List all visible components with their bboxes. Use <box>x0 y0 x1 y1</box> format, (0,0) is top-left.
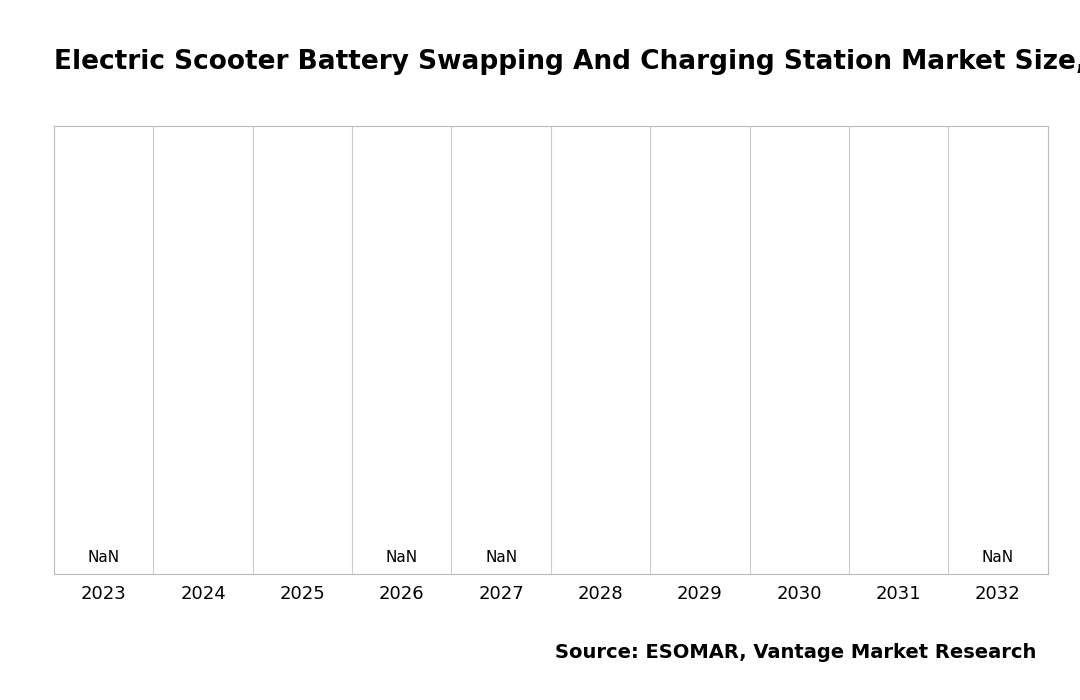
Bar <box>260 126 345 574</box>
Bar <box>459 126 543 574</box>
Text: Source: ESOMAR, Vantage Market Research: Source: ESOMAR, Vantage Market Research <box>555 643 1037 662</box>
Bar <box>757 126 841 574</box>
Text: NaN: NaN <box>485 550 517 565</box>
Bar <box>956 126 1040 574</box>
Bar <box>360 126 444 574</box>
Text: NaN: NaN <box>982 550 1014 565</box>
Bar <box>856 126 941 574</box>
Bar <box>161 126 245 574</box>
Text: NaN: NaN <box>386 550 418 565</box>
Text: NaN: NaN <box>87 550 120 565</box>
Text: Electric Scooter Battery Swapping And Charging Station Market Size, 2023 To 2032: Electric Scooter Battery Swapping And Ch… <box>54 49 1080 75</box>
Bar <box>558 126 643 574</box>
Bar <box>658 126 742 574</box>
Bar <box>62 126 146 574</box>
